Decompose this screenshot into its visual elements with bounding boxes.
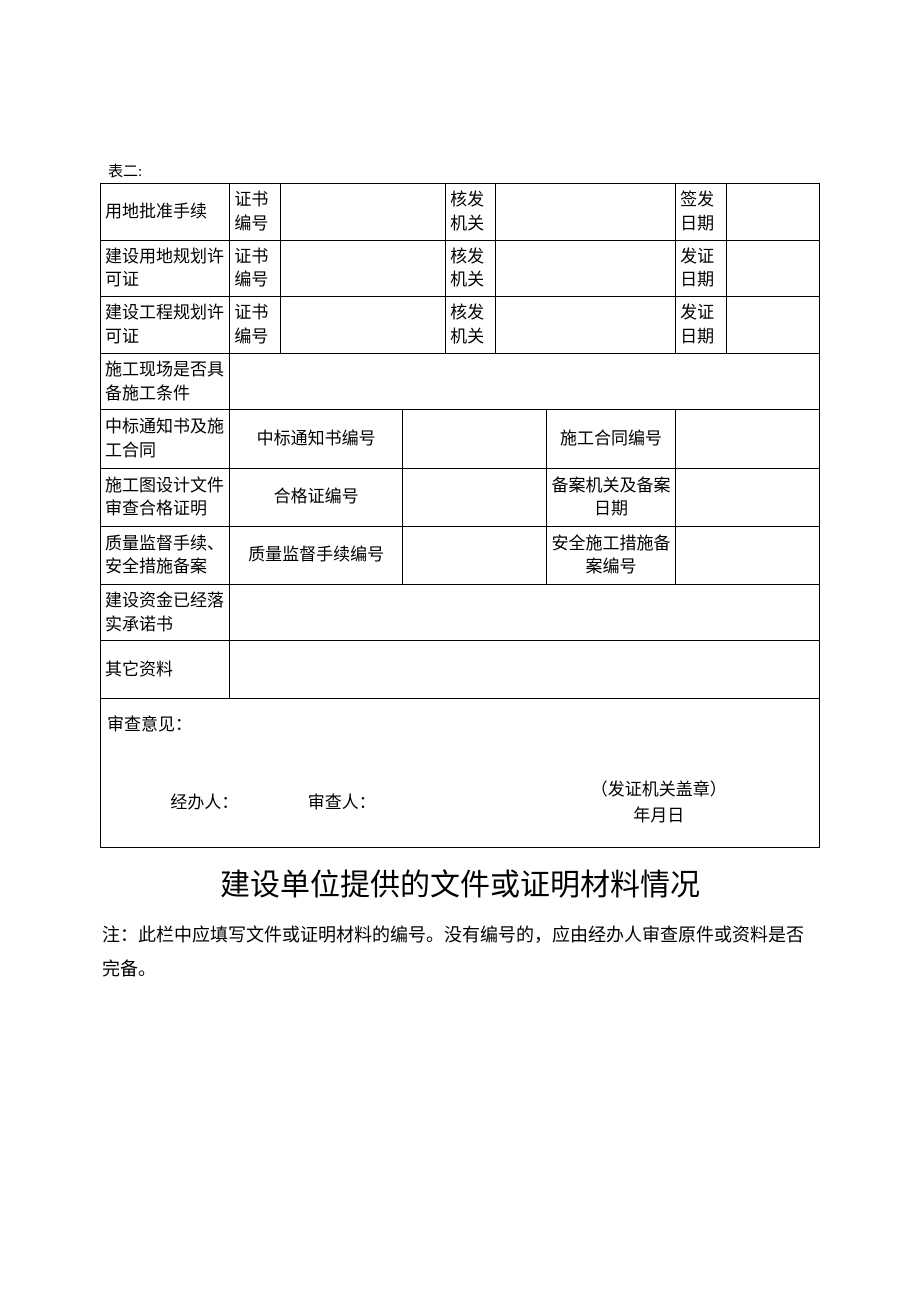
cell-date-value (726, 297, 820, 354)
cell-date-value (726, 240, 820, 297)
form-table-mid: 中标通知书及施工合同 中标通知书编号 施工合同编号 施工图设计文件审查合格证明 … (100, 410, 820, 848)
cell-label: 质量监督手续、安全措施备案 (101, 526, 230, 584)
row-construction-planning-permit: 建设工程规划许可证 证书编号 核发机关 发证日期 (101, 297, 820, 354)
cell-cert-no-value (280, 240, 445, 297)
cell-cert-no-label: 证书编号 (230, 184, 280, 241)
cell-issuer-label: 核发机关 (446, 184, 496, 241)
row-land-planning-permit: 建设用地规划许可证 证书编号 核发机关 发证日期 (101, 240, 820, 297)
cell-label: 中标通知书及施工合同 (101, 410, 230, 468)
cell-date-label: 签发日期 (676, 184, 726, 241)
cell-value (230, 641, 820, 699)
cell-label: 其它资料 (101, 641, 230, 699)
note-text: 注：此栏中应填写文件或证明材料的编号。没有编号的，应由经办人审查原件或资料是否完… (100, 918, 820, 986)
cell-cert-label: 合格证编号 (230, 468, 403, 526)
cell-issuer-value (496, 184, 676, 241)
table-label: 表二: (100, 160, 820, 181)
reviewer-label: 审查人： (304, 763, 503, 843)
cell-issuer-value (496, 240, 676, 297)
cell-value (230, 584, 820, 641)
cell-value (230, 353, 820, 410)
cell-contract-no-value (676, 410, 820, 468)
cell-label: 施工图设计文件审查合格证明 (101, 468, 230, 526)
cell-date-value (726, 184, 820, 241)
cell-record-value (676, 468, 820, 526)
stamp-block: （发证机关盖章） 年月日 (503, 763, 815, 843)
cell-record-label: 备案机关及备案日期 (546, 468, 675, 526)
date-line: 年月日 (507, 803, 811, 829)
cell-issuer-value (496, 297, 676, 354)
cell-issuer-label: 核发机关 (446, 297, 496, 354)
form-table: 用地批准手续 证书编号 核发机关 签发日期 建设用地规划许可证 证书编号 核发机… (100, 183, 820, 410)
cell-cert-no-label: 证书编号 (230, 297, 280, 354)
cell-label: 建设工程规划许可证 (101, 297, 230, 354)
cell-bid-no-value (402, 410, 546, 468)
cell-cert-no-value (280, 184, 445, 241)
row-review-opinion: 审查意见： (101, 699, 820, 759)
cell-quality-value (402, 526, 546, 584)
cell-safety-label: 安全施工措施备案编号 (546, 526, 675, 584)
cell-bid-no-label: 中标通知书编号 (230, 410, 403, 468)
cell-contract-no-label: 施工合同编号 (546, 410, 675, 468)
cell-label: 用地批准手续 (101, 184, 230, 241)
row-land-approval: 用地批准手续 证书编号 核发机关 签发日期 (101, 184, 820, 241)
cell-signatures: 经办人： 审查人： （发证机关盖章） 年月日 (101, 759, 820, 848)
stamp-line: （发证机关盖章） (507, 777, 811, 803)
row-site-condition: 施工现场是否具备施工条件 (101, 353, 820, 410)
cell-label: 建设用地规划许可证 (101, 240, 230, 297)
cell-safety-value (676, 526, 820, 584)
page-title: 建设单位提供的文件或证明材料情况 (100, 860, 820, 904)
cell-issuer-label: 核发机关 (446, 240, 496, 297)
row-fund-commitment: 建设资金已经落实承诺书 (101, 584, 820, 641)
cell-cert-no-value (280, 297, 445, 354)
handler-label: 经办人： (105, 763, 304, 843)
row-signatures: 经办人： 审查人： （发证机关盖章） 年月日 (101, 759, 820, 848)
cell-cert-no-label: 证书编号 (230, 240, 280, 297)
cell-date-label: 发证日期 (676, 297, 726, 354)
cell-date-label: 发证日期 (676, 240, 726, 297)
row-bid-contract: 中标通知书及施工合同 中标通知书编号 施工合同编号 (101, 410, 820, 468)
row-other-materials: 其它资料 (101, 641, 820, 699)
cell-label: 施工现场是否具备施工条件 (101, 353, 230, 410)
cell-quality-label: 质量监督手续编号 (230, 526, 403, 584)
row-design-review: 施工图设计文件审查合格证明 合格证编号 备案机关及备案日期 (101, 468, 820, 526)
cell-label: 建设资金已经落实承诺书 (101, 584, 230, 641)
cell-review-opinion: 审查意见： (101, 699, 820, 759)
cell-cert-value (402, 468, 546, 526)
row-quality-safety: 质量监督手续、安全措施备案 质量监督手续编号 安全施工措施备案编号 (101, 526, 820, 584)
